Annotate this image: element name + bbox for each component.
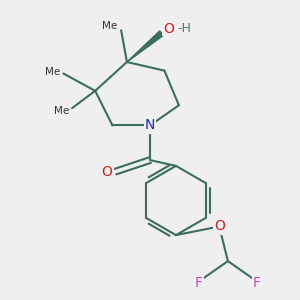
Text: Me: Me	[54, 106, 69, 116]
Text: N: N	[145, 118, 155, 133]
Text: F: F	[253, 276, 261, 290]
Text: F: F	[195, 276, 203, 290]
Text: Me: Me	[45, 67, 61, 77]
Text: O: O	[102, 165, 112, 178]
Text: O: O	[214, 220, 225, 233]
Text: O: O	[163, 22, 174, 36]
Text: -H: -H	[177, 22, 191, 35]
Polygon shape	[127, 31, 164, 62]
Text: Me: Me	[102, 21, 117, 31]
